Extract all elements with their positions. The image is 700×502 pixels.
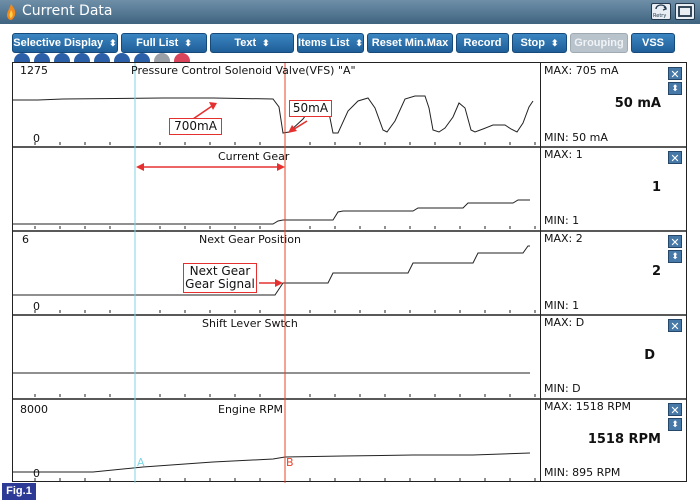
gear-interval-head-left <box>136 163 144 171</box>
vss-label: VSS <box>641 37 664 49</box>
panel1-scale-min: 0 <box>33 132 40 145</box>
panel3-close-button[interactable]: ✕ <box>668 235 682 249</box>
next-gear-arrow-head <box>275 279 283 287</box>
panel1-value: 50 mA <box>614 96 661 111</box>
panel2-title: Current Gear <box>218 150 290 163</box>
grouping-label: Grouping <box>574 37 624 49</box>
window-toggle-button[interactable] <box>675 3 695 20</box>
record-label: Record <box>463 37 502 49</box>
panel4-close-button[interactable]: ✕ <box>668 319 682 333</box>
retry-icon <box>655 4 668 11</box>
title-bar: Current Data Retry <box>0 0 700 25</box>
figure-label: Fig.1 <box>2 483 36 500</box>
cursor-a-label: A <box>137 456 145 469</box>
panel2-close-button[interactable]: ✕ <box>668 151 682 165</box>
grouping-button[interactable]: Grouping <box>570 33 628 53</box>
reset-min-max-button[interactable]: Reset Min.Max <box>367 33 453 53</box>
selective-display-label: Selective Display <box>13 37 104 49</box>
record-button[interactable]: Record <box>456 33 509 53</box>
stats-dividers <box>541 146 687 400</box>
panel3-scale-min: 0 <box>33 300 40 313</box>
selective-display-button[interactable]: Selective Display ⬍ <box>12 33 118 53</box>
callout-700ma: 700mA <box>169 118 222 135</box>
engine-rpm-line <box>13 452 531 473</box>
spinner-icon: ⬍ <box>550 37 559 48</box>
toolbar: Selective Display ⬍ Full List ⬍ Text ⬍ Item… <box>0 24 700 60</box>
panel1-scale-max: 1275 <box>20 64 48 77</box>
retry-button[interactable]: Retry <box>651 3 671 20</box>
items-list-button[interactable]: Items List ⬍ <box>297 33 364 53</box>
callout-700ma-text: 700mA <box>174 119 217 133</box>
gear-interval-head-right <box>277 163 285 171</box>
panel5-scale-min: 0 <box>33 467 40 480</box>
arrow-50ma-head <box>288 125 297 133</box>
arrow-700ma-head <box>209 102 217 110</box>
panel5-scale-max: 8000 <box>20 403 48 416</box>
flame-icon <box>7 4 16 20</box>
panel3-max: MAX: 2 <box>544 232 583 245</box>
spinner-icon: ⬍ <box>184 37 192 48</box>
retry-label: Retry <box>653 13 667 19</box>
panel3-value: 2 <box>651 264 661 279</box>
panel3-title: Next Gear Position <box>199 233 302 246</box>
panel5-value: 1518 RPM <box>587 432 661 447</box>
stop-label: Stop <box>520 37 545 49</box>
panel5-min: MIN: 895 RPM <box>544 466 621 479</box>
text-label: Text <box>234 37 257 49</box>
spinner-icon: ⬍ <box>355 37 363 48</box>
cursor-b-label: B <box>286 456 294 469</box>
panel1-scale-button[interactable]: ⬍ <box>668 82 682 95</box>
panel3-scale-button[interactable]: ⬍ <box>668 250 682 263</box>
panel5-max: MAX: 1518 RPM <box>544 400 632 413</box>
current-gear-line <box>13 199 530 225</box>
pressure-signal-line <box>13 95 534 134</box>
panel3-min: MIN: 1 <box>544 299 580 312</box>
panel2-value: 1 <box>651 180 661 195</box>
reset-min-max-label: Reset Min.Max <box>371 37 449 49</box>
panel2-min: MIN: 1 <box>544 214 580 227</box>
vss-button[interactable]: VSS <box>631 33 675 53</box>
next-gear-line <box>13 245 530 296</box>
window-icon <box>678 6 692 17</box>
panel4-title: Shift Lever Swtch <box>202 317 298 330</box>
panel1-min: MIN: 50 mA <box>544 131 608 144</box>
callout-next-gear-line2: Gear Signal <box>185 277 255 291</box>
panel3-scale-max: 6 <box>22 233 29 246</box>
full-list-label: Full List <box>136 37 179 49</box>
panel1-close-button[interactable]: ✕ <box>668 67 682 81</box>
panel2-max: MAX: 1 <box>544 148 583 161</box>
panel5-scale-button[interactable]: ⬍ <box>668 418 682 431</box>
full-list-button[interactable]: Full List ⬍ <box>121 33 207 53</box>
panel5-close-button[interactable]: ✕ <box>668 403 682 417</box>
window-title: Current Data <box>22 3 113 19</box>
panel5-title: Engine RPM <box>218 403 283 416</box>
callout-next-gear-line1: Next Gear <box>189 264 251 278</box>
panel4-max: MAX: D <box>544 316 585 329</box>
panel4-value: D <box>644 348 655 363</box>
spinner-icon: ⬍ <box>109 37 117 48</box>
spinner-icon: ⬍ <box>262 37 270 48</box>
callout-50ma: 50mA <box>289 100 332 117</box>
items-list-label: Items List <box>298 37 350 49</box>
panel1-title: Pressure Control Solenoid Valve(VFS) "A" <box>131 64 356 77</box>
panel1-max: MAX: 705 mA <box>544 64 619 77</box>
callout-next-gear: Next Gear Gear Signal <box>183 263 257 293</box>
text-button[interactable]: Text ⬍ <box>210 33 294 53</box>
callout-50ma-text: 50mA <box>292 101 329 115</box>
graph-area: 1275 Pressure Control Solenoid Valve(VFS… <box>12 62 542 483</box>
graph-canvas <box>13 63 542 483</box>
stats-column: MAX: 705 mA ✕ ⬍ 50 mA MIN: 50 mA MAX: 1 … <box>541 62 687 482</box>
stop-button[interactable]: Stop ⬍ <box>512 33 567 53</box>
panel4-min: MIN: D <box>544 382 581 395</box>
